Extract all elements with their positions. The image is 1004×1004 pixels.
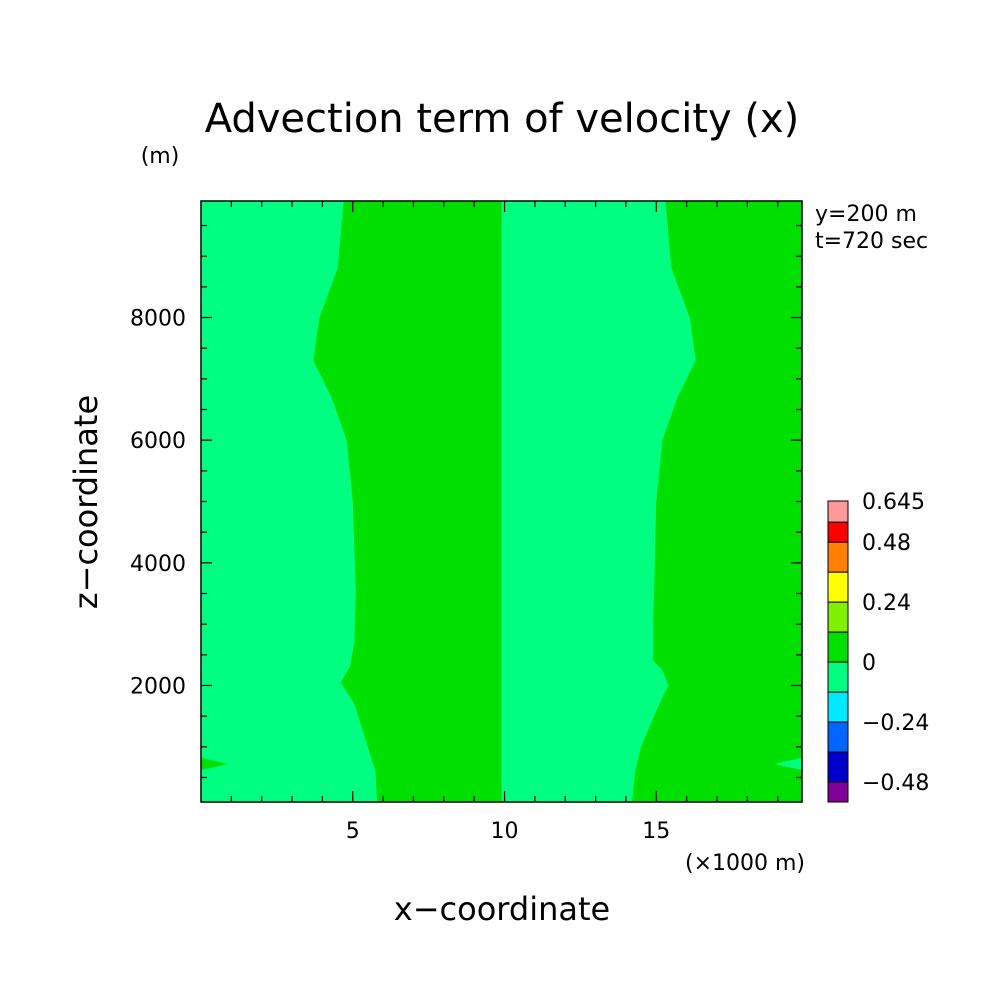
y-tick-label: 4000 (130, 552, 186, 577)
colorbar-swatch (827, 751, 849, 783)
positive-band-left (313, 201, 502, 802)
colorbar-label: 0.48 (862, 531, 911, 556)
x-axis-label: x−coordinate (394, 890, 610, 928)
colorbar-swatch (827, 541, 849, 573)
y-axis-label: z−coordinate (67, 395, 105, 609)
chart-title: Advection term of velocity (x) (205, 96, 800, 142)
colorbar-swatch (827, 691, 849, 723)
y-tick-label: 2000 (130, 674, 186, 699)
colorbar: 0.645 0.48 0.24 0 −0.24 −0.48 (827, 490, 929, 803)
y-tick-label: 6000 (130, 429, 186, 454)
colorbar-swatch (827, 601, 849, 633)
colorbar-swatch (827, 661, 849, 693)
axis-ticks (201, 201, 802, 802)
x-tick-label: 15 (642, 819, 670, 844)
colorbar-swatch (827, 571, 849, 603)
plot-area: 5 10 15 2000 4000 6000 8000 (130, 200, 803, 844)
colorbar-label: −0.48 (862, 771, 929, 796)
y-tick-label: 8000 (130, 307, 186, 332)
colorbar-label: 0.24 (862, 591, 911, 616)
y-axis-unit: (m) (141, 144, 180, 169)
positive-wedge-left-edge (201, 757, 229, 771)
colorbar-swatch (827, 781, 849, 803)
positive-band-right (632, 201, 802, 802)
x-tick-label: 10 (491, 819, 519, 844)
colorbar-label: 0.645 (862, 490, 925, 515)
annotation-time: t=720 sec (815, 229, 928, 254)
colorbar-swatch (827, 521, 849, 543)
colorbar-swatch (827, 500, 849, 523)
x-axis-unit: (×1000 m) (685, 851, 805, 876)
annotation-y-position: y=200 m (815, 202, 917, 227)
colorbar-swatch (827, 721, 849, 753)
colorbar-label: 0 (862, 651, 876, 676)
negative-wedge-right-edge (774, 757, 802, 771)
x-tick-label: 5 (346, 819, 360, 844)
colorbar-label: −0.24 (862, 711, 929, 736)
colorbar-swatch (827, 631, 849, 663)
